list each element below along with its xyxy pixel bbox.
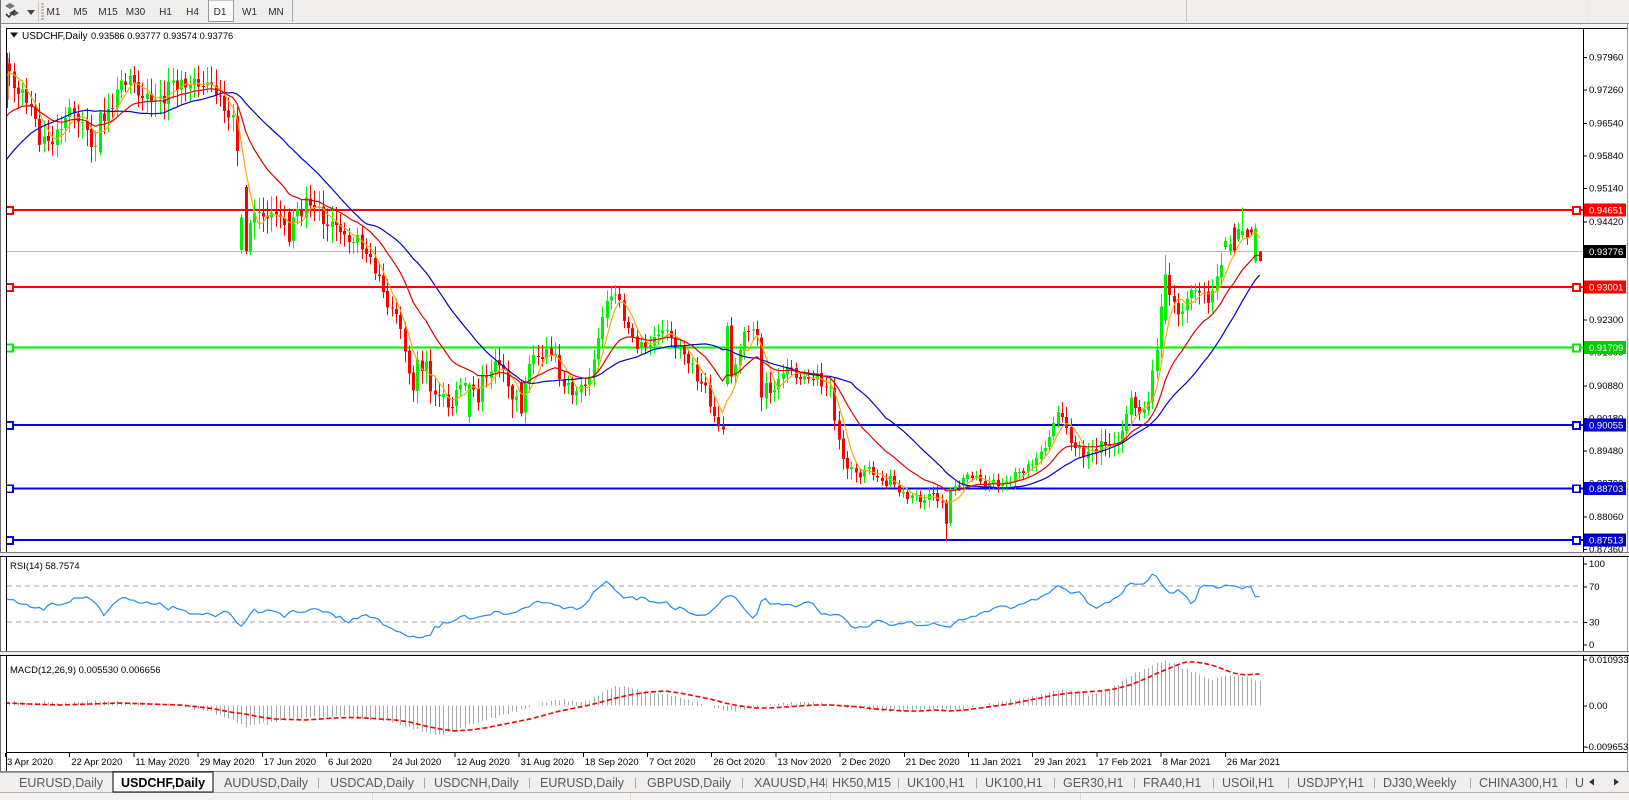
svg-text:31 Aug 2020: 31 Aug 2020: [521, 757, 574, 768]
svg-text:29 Jan 2021: 29 Jan 2021: [1034, 757, 1086, 768]
svg-text:0.90880: 0.90880: [1589, 381, 1623, 392]
svg-text:0.94420: 0.94420: [1589, 217, 1623, 228]
svg-text:|: |: [1373, 777, 1376, 789]
svg-text:7 Oct 2020: 7 Oct 2020: [649, 757, 695, 768]
svg-text:D1: D1: [214, 7, 227, 18]
svg-text:2 Dec 2020: 2 Dec 2020: [842, 757, 891, 768]
svg-text:W1: W1: [242, 7, 257, 18]
svg-text:0.91709: 0.91709: [1589, 343, 1623, 354]
svg-text:0.88703: 0.88703: [1589, 484, 1623, 495]
svg-text:USDCAD,Daily: USDCAD,Daily: [330, 776, 415, 790]
svg-text:26 Oct 2020: 26 Oct 2020: [713, 757, 765, 768]
svg-text:|: |: [1212, 777, 1215, 789]
svg-text:0.87360: 0.87360: [1589, 545, 1623, 556]
svg-text:RSI(14) 58.7574: RSI(14) 58.7574: [10, 561, 80, 572]
svg-text:|: |: [634, 777, 637, 789]
svg-text:0.93776: 0.93776: [1589, 247, 1623, 258]
svg-text:0.95140: 0.95140: [1589, 183, 1623, 194]
svg-text:22 Apr 2020: 22 Apr 2020: [71, 757, 122, 768]
svg-text:0.89480: 0.89480: [1589, 446, 1623, 457]
svg-text:H4: H4: [186, 7, 199, 18]
svg-text:|: |: [741, 777, 744, 789]
svg-text:6 Jul 2020: 6 Jul 2020: [328, 757, 372, 768]
svg-text:29 May 2020: 29 May 2020: [200, 757, 255, 768]
svg-text:|: |: [423, 777, 426, 789]
svg-text:30: 30: [1589, 618, 1600, 629]
svg-text:11 Jan 2021: 11 Jan 2021: [970, 757, 1022, 768]
svg-text:XAUUSD,H4: XAUUSD,H4: [754, 776, 826, 790]
svg-text:EURUSD,Daily: EURUSD,Daily: [19, 776, 104, 790]
svg-text:0.97960: 0.97960: [1589, 53, 1623, 64]
svg-text:USOil,H1: USOil,H1: [1222, 776, 1274, 790]
svg-text:18 Sep 2020: 18 Sep 2020: [585, 757, 639, 768]
svg-text:DJ30,Weekly: DJ30,Weekly: [1383, 776, 1457, 790]
svg-text:24 Jul 2020: 24 Jul 2020: [392, 757, 441, 768]
svg-text:0.88060: 0.88060: [1589, 512, 1623, 523]
svg-text:0.00: 0.00: [1589, 701, 1608, 712]
svg-text:USDJPY,H1: USDJPY,H1: [1297, 776, 1364, 790]
svg-text:M1: M1: [47, 7, 61, 18]
svg-text:0.010933: 0.010933: [1589, 655, 1629, 666]
svg-text:|: |: [1053, 777, 1056, 789]
svg-text:|: |: [897, 777, 900, 789]
svg-text:USDCHF,Daily: USDCHF,Daily: [121, 776, 205, 790]
svg-text:0.87513: 0.87513: [1589, 536, 1623, 547]
svg-text:M15: M15: [98, 7, 118, 18]
svg-text:|: |: [317, 777, 320, 789]
svg-text:0.95840: 0.95840: [1589, 151, 1623, 162]
svg-text:0.93586 0.93777 0.93574 0.9377: 0.93586 0.93777 0.93574 0.93776: [91, 31, 233, 41]
svg-text:GER30,H1: GER30,H1: [1063, 776, 1123, 790]
svg-text:USDCNH,Daily: USDCNH,Daily: [434, 776, 519, 790]
svg-text:CHINA300,H1: CHINA300,H1: [1479, 776, 1558, 790]
svg-text:3 Apr 2020: 3 Apr 2020: [7, 757, 53, 768]
svg-text:FRA40,H1: FRA40,H1: [1143, 776, 1201, 790]
svg-text:GBPUSD,Daily: GBPUSD,Daily: [647, 776, 732, 790]
svg-text:UK100,H1: UK100,H1: [985, 776, 1043, 790]
svg-text:0.94651: 0.94651: [1589, 206, 1623, 217]
svg-text:0.93001: 0.93001: [1589, 283, 1623, 294]
svg-text:0.92300: 0.92300: [1589, 315, 1623, 326]
svg-text:|: |: [825, 777, 828, 789]
svg-text:0.96540: 0.96540: [1589, 118, 1623, 129]
svg-text:|: |: [975, 777, 978, 789]
svg-text:|: |: [1287, 777, 1290, 789]
svg-text:17 Jun 2020: 17 Jun 2020: [264, 757, 316, 768]
svg-text:26 Mar 2021: 26 Mar 2021: [1227, 757, 1280, 768]
svg-text:11 May 2020: 11 May 2020: [135, 757, 189, 768]
svg-text:0.90055: 0.90055: [1589, 421, 1623, 432]
svg-text:H1: H1: [159, 7, 172, 18]
svg-text:|: |: [1565, 777, 1568, 789]
svg-text:HK50,M15: HK50,M15: [832, 776, 891, 790]
svg-text:U: U: [1575, 776, 1584, 790]
svg-text:17 Feb 2021: 17 Feb 2021: [1098, 757, 1151, 768]
svg-text:21 Dec 2020: 21 Dec 2020: [906, 757, 960, 768]
svg-text:M5: M5: [74, 7, 88, 18]
svg-text:MN: MN: [268, 7, 284, 18]
svg-text:-0.009653: -0.009653: [1586, 742, 1629, 753]
svg-text:13 Nov 2020: 13 Nov 2020: [777, 757, 831, 768]
svg-text:0: 0: [1589, 640, 1594, 651]
svg-text:|: |: [1469, 777, 1472, 789]
svg-text:0.97260: 0.97260: [1589, 85, 1623, 96]
svg-text:|: |: [528, 777, 531, 789]
svg-text:M30: M30: [126, 7, 146, 18]
svg-text:8 Mar 2021: 8 Mar 2021: [1163, 757, 1211, 768]
svg-text:MACD(12,26,9) 0.005530 0.00665: MACD(12,26,9) 0.005530 0.006656: [10, 665, 161, 676]
svg-text:UK100,H1: UK100,H1: [907, 776, 965, 790]
svg-text:USDCHF,Daily: USDCHF,Daily: [22, 31, 88, 42]
svg-text:AUDUSD,Daily: AUDUSD,Daily: [224, 776, 309, 790]
svg-text:70: 70: [1589, 582, 1600, 593]
svg-text:100: 100: [1589, 559, 1605, 570]
svg-text:EURUSD,Daily: EURUSD,Daily: [540, 776, 625, 790]
svg-text:12 Aug 2020: 12 Aug 2020: [456, 757, 509, 768]
svg-text:|: |: [1133, 777, 1136, 789]
